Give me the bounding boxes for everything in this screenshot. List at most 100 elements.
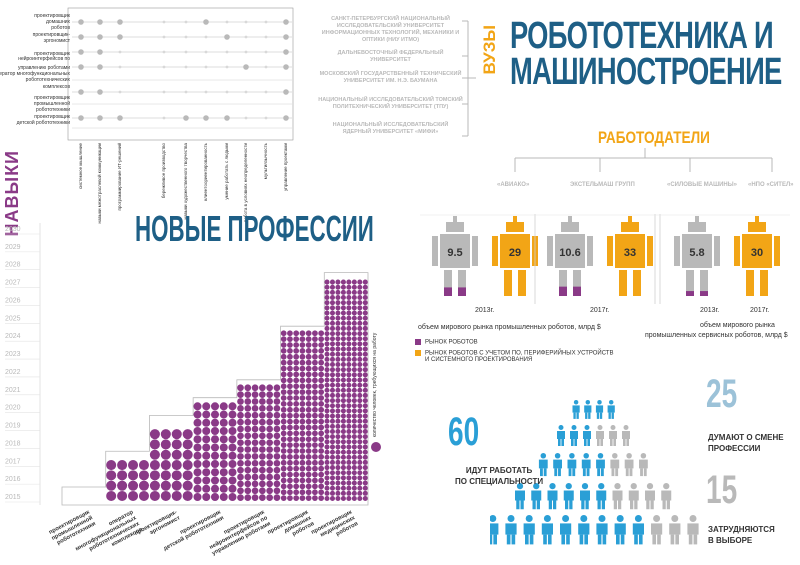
profession-dot xyxy=(362,428,368,435)
profession-dot xyxy=(357,305,363,311)
robot-arm xyxy=(432,236,438,266)
profession-dot xyxy=(362,403,368,409)
robot-arm xyxy=(607,236,613,266)
profession-dot xyxy=(351,418,357,424)
profession-dot xyxy=(357,459,363,465)
profession-dot xyxy=(351,315,357,321)
profession-dot xyxy=(117,480,128,491)
profession-dot xyxy=(244,480,252,488)
profession-dot xyxy=(362,356,368,362)
profession-dot xyxy=(335,336,341,342)
profession-dot xyxy=(362,346,368,352)
profession-dot xyxy=(357,377,363,383)
skill-dot xyxy=(264,65,268,69)
year-tick-label: 2022 xyxy=(5,369,21,376)
profession-dot xyxy=(305,359,312,366)
robot-year-label: 2013г. xyxy=(475,307,494,314)
university-mifi: НАЦИОНАЛЬНЫЙ ИССЛЕДОВАТЕЛЬСКИЙ ЯДЕРНЫЙ У… xyxy=(332,122,449,135)
profession-dot xyxy=(293,401,300,407)
profession-dot xyxy=(329,408,335,414)
new-professions-chart: 2015 2016 2017 2018 2019 2020 2021 2022 2023 2024… xyxy=(5,223,381,557)
profession-dot xyxy=(324,439,330,445)
profession-dot xyxy=(280,442,287,448)
profession-dot xyxy=(293,353,300,360)
profession-dot xyxy=(346,387,352,393)
profession-dot xyxy=(202,468,211,477)
profession-dot xyxy=(280,342,287,348)
profession-dot xyxy=(219,410,228,419)
profession-dot xyxy=(318,459,325,466)
profession-dot xyxy=(305,495,312,501)
profession-dot xyxy=(312,454,318,460)
profession-dot xyxy=(312,424,318,431)
profession-dot xyxy=(228,468,237,477)
skills-frame xyxy=(67,7,294,141)
profession-dot xyxy=(299,424,306,431)
profession-dot xyxy=(266,439,273,447)
skill-dot xyxy=(244,50,248,54)
profession-dot xyxy=(318,465,325,472)
profession-dot xyxy=(193,427,202,436)
profession-dot xyxy=(202,484,211,493)
profession-dot xyxy=(335,465,341,471)
profession-dot xyxy=(237,466,244,474)
profession-dot xyxy=(346,320,352,326)
person-icon xyxy=(567,453,577,477)
person-icon xyxy=(541,515,553,545)
skill-dot xyxy=(264,116,268,120)
profession-dot xyxy=(259,446,266,453)
stat-15-line2: В ВЫБОРЕ xyxy=(708,536,753,545)
profession-dot xyxy=(335,315,341,321)
robot-figure: 29 xyxy=(492,216,538,296)
profession-dot xyxy=(340,475,346,481)
profession-dot xyxy=(362,398,368,404)
profession-dot xyxy=(259,453,266,460)
profession-dot xyxy=(266,459,273,467)
profession-dot xyxy=(357,398,363,404)
skill-dot xyxy=(224,115,230,121)
skill-label: мультиязычность xyxy=(263,143,268,180)
robot-leg xyxy=(760,270,768,296)
profession-label: робототехники xyxy=(36,107,70,113)
profession-dot xyxy=(237,404,244,412)
profession-dot xyxy=(362,315,368,321)
profession-dot xyxy=(346,295,352,301)
profession-dot xyxy=(259,432,266,440)
profession-dot xyxy=(280,353,287,360)
profession-dot xyxy=(149,470,160,481)
profession-dot xyxy=(193,484,202,493)
robots-caption-right-1: объем мирового рынка xyxy=(700,322,775,329)
profession-dot xyxy=(351,490,357,496)
profession-dot xyxy=(340,377,346,383)
profession-dot xyxy=(329,403,335,409)
skill-dot xyxy=(283,115,289,121)
profession-dot xyxy=(324,454,330,460)
profession-dot xyxy=(228,427,237,436)
profession-dot xyxy=(312,348,318,354)
profession-dot xyxy=(340,346,346,352)
stat-15-text: ЗАТРУДНЯЮТСЯ В ВЫБОРЕ xyxy=(708,524,775,546)
profession-dot xyxy=(318,365,325,372)
profession-dot xyxy=(357,367,363,373)
profession-dot xyxy=(362,351,368,357)
profession-dot xyxy=(362,284,368,290)
robot-head xyxy=(688,222,706,232)
profession-dot xyxy=(273,404,281,412)
profession-dot xyxy=(351,444,357,450)
profession-dot xyxy=(340,372,346,378)
profession-dot xyxy=(128,460,139,471)
profession-dot xyxy=(287,359,293,366)
robot-value: 33 xyxy=(624,247,636,259)
person-icon xyxy=(612,483,623,510)
profession-dot xyxy=(244,459,252,467)
profession-dot xyxy=(340,418,346,424)
skill-label: управление проектами xyxy=(283,143,288,191)
profession-dot xyxy=(335,444,341,450)
profession-dot xyxy=(346,300,352,306)
profession-dot xyxy=(357,336,363,342)
employer-silovye-mashiny: «СИЛОВЫЕ МАШИНЫ» xyxy=(667,182,737,188)
profession-dot xyxy=(293,459,300,466)
profession-dot xyxy=(324,480,330,486)
person-icon xyxy=(596,425,604,446)
profession-dot xyxy=(210,410,220,419)
